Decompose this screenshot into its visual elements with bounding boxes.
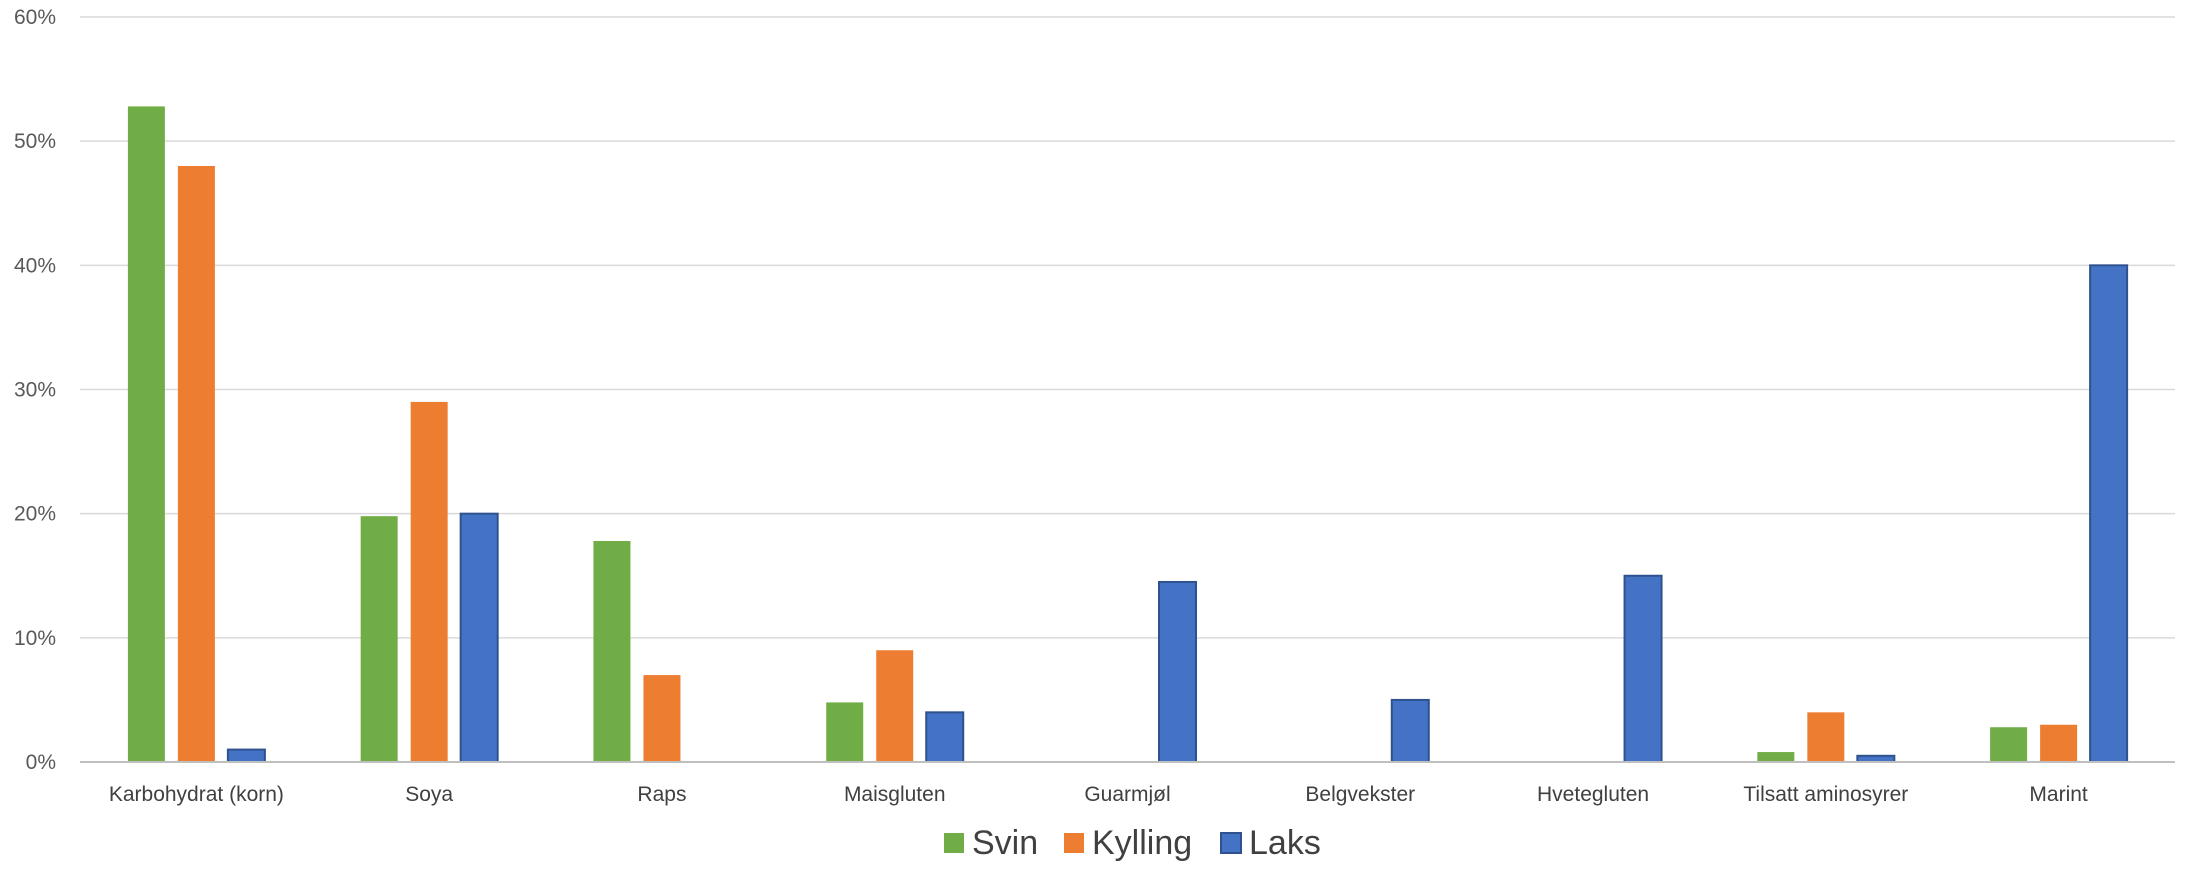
bar-laks [459, 512, 499, 764]
bar-svin [1990, 727, 2028, 762]
x-category-label: Soya [405, 783, 453, 806]
bars [127, 106, 2129, 764]
bar-svin [826, 702, 864, 762]
x-category-label: Belgvekster [1305, 783, 1415, 806]
legend-label-laks: Laks [1249, 824, 1321, 862]
bar-laks [925, 711, 965, 763]
bar-svin [127, 106, 165, 762]
y-tick-label: 10% [14, 627, 56, 650]
legend-label-svin: Svin [972, 824, 1038, 862]
x-category-label: Tilsatt aminosyrer [1743, 783, 1908, 806]
y-axis-tick-labels: 0% 10% 20% 30% 40% 50% 60% [14, 6, 56, 774]
x-category-label: Maisgluten [844, 783, 946, 806]
bar-svin [593, 540, 631, 762]
x-category-label: Raps [637, 783, 686, 806]
x-category-label: Hvetegluten [1537, 783, 1649, 806]
legend: Svin Kylling Laks [944, 824, 1321, 862]
y-tick-label: 0% [26, 751, 56, 774]
legend-swatch-svin [944, 833, 964, 853]
bar-laks [2089, 264, 2129, 763]
x-axis-category-labels: Karbohydrat (korn) Soya Raps Maisgluten Guar… [109, 783, 2088, 806]
legend-swatch-laks [1220, 832, 1242, 854]
x-category-label: Marint [2029, 783, 2088, 806]
bar-kylling [177, 166, 215, 762]
bar-kylling [2040, 724, 2078, 762]
x-category-label: Guarmjøl [1084, 783, 1170, 806]
bar-kylling [643, 675, 681, 762]
bar-kylling [410, 401, 448, 762]
y-tick-label: 40% [14, 254, 56, 277]
bar-laks [226, 748, 266, 763]
y-tick-label: 50% [14, 130, 56, 153]
x-category-label: Karbohydrat (korn) [109, 783, 284, 806]
bar-kylling [1807, 712, 1845, 762]
bar-laks [1623, 574, 1663, 763]
y-tick-label: 20% [14, 503, 56, 526]
y-tick-label: 30% [14, 379, 56, 402]
legend-swatch-kylling [1064, 833, 1084, 853]
bar-svin [1757, 752, 1795, 762]
bar-laks [1158, 580, 1197, 763]
bar-svin [360, 516, 398, 762]
bar-laks [1390, 698, 1430, 764]
bar-kylling [876, 650, 914, 762]
legend-label-kylling: Kylling [1092, 824, 1192, 862]
y-tick-label: 60% [14, 6, 56, 29]
